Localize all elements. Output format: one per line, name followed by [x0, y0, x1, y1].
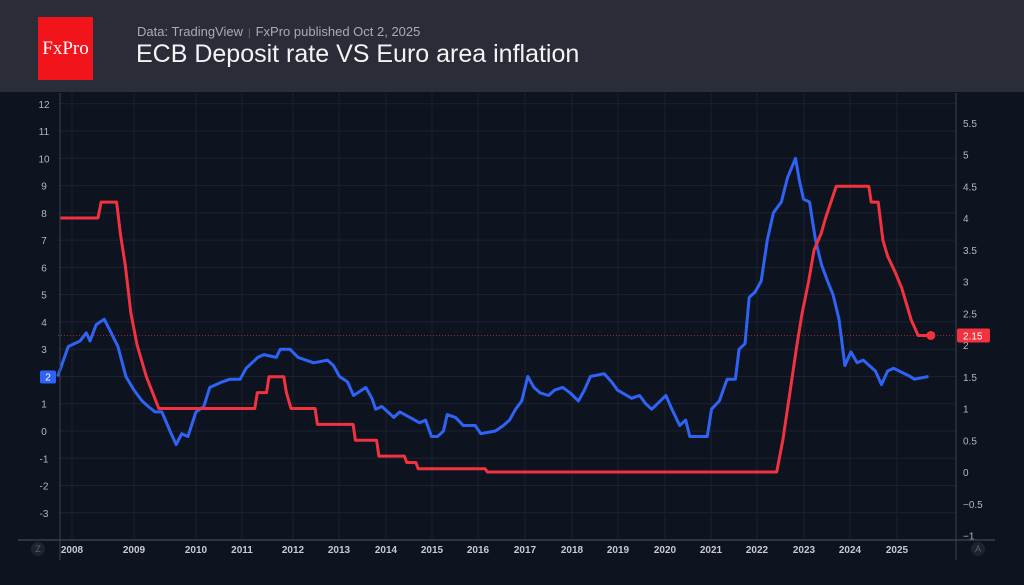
inflation-line [56, 156, 929, 447]
z-button[interactable] [31, 542, 45, 556]
data-source: Data: TradingView [137, 24, 243, 39]
right-axis-tick: 3 [963, 278, 969, 289]
left-axis-tick: -1 [40, 454, 49, 465]
x-axis-tick: 2016 [467, 545, 490, 556]
fxpro-logo: FxPro [38, 17, 93, 80]
x-axis-tick: 2018 [561, 545, 584, 556]
x-axis-tick: 2010 [185, 545, 208, 556]
right-axis-tick: 2 [963, 341, 969, 352]
last-value-label: 2.15 [963, 331, 983, 342]
right-axis-tick: 5 [963, 151, 969, 162]
left-axis-tick: 5 [41, 291, 47, 302]
x-axis-tick: 2019 [607, 545, 630, 556]
left-axis-tick: 11 [39, 127, 50, 138]
right-axis-tick: −1 [963, 532, 975, 543]
plot-area [58, 93, 955, 540]
left-axis-tick: 12 [38, 100, 50, 111]
right-axis-tick: 5.5 [963, 119, 977, 130]
right-axis-tick: 3.5 [963, 246, 977, 257]
x-axis-tick: 2009 [123, 545, 146, 556]
x-axis-tick: 2008 [61, 545, 84, 556]
x-axis-tick: 2022 [746, 545, 769, 556]
last-value-badge [40, 370, 56, 384]
right-axis-tick: 0 [963, 468, 969, 479]
last-value-label: 2 [45, 372, 51, 383]
x-axis-tick: 2015 [421, 545, 444, 556]
right-axis-tick: 4.5 [963, 182, 977, 193]
published-date: FxPro published Oct 2, 2025 [255, 24, 421, 39]
last-value-badge [957, 328, 990, 343]
left-axis-tick: 3 [41, 345, 47, 356]
right-axis-tick: 4 [963, 214, 969, 225]
auto-scale-button[interactable] [971, 542, 985, 556]
z-button-label[interactable]: Z [35, 544, 41, 554]
left-axis-tick: 6 [41, 263, 47, 274]
x-axis-tick: 2023 [793, 545, 816, 556]
left-axis-tick: -3 [40, 509, 49, 520]
left-axis-tick: -2 [40, 482, 49, 493]
subtitle: Data: TradingView | FxPro published Oct 2,… [137, 24, 420, 39]
left-axis-tick: 4 [41, 318, 47, 329]
right-axis-tick: 0.5 [963, 436, 977, 447]
auto-scale-button-label[interactable]: A [975, 544, 981, 554]
x-axis-tick: 2024 [839, 545, 862, 556]
x-axis-tick: 2025 [886, 545, 909, 556]
rate-line [59, 184, 931, 474]
left-axis-tick: 0 [41, 427, 47, 438]
x-axis-tick: 2013 [328, 545, 351, 556]
left-axis-tick: 9 [41, 182, 47, 193]
x-axis-tick: 2014 [375, 545, 398, 556]
x-axis-tick: 2011 [231, 545, 253, 556]
left-axis-tick: 7 [41, 236, 47, 247]
right-axis-tick: 1 [963, 405, 969, 416]
x-axis-tick: 2017 [514, 545, 537, 556]
right-axis-tick: −0.5 [963, 500, 983, 511]
separator: | [248, 28, 251, 39]
x-axis-tick: 2021 [700, 545, 723, 556]
left-axis-tick: 8 [41, 209, 47, 220]
left-axis-tick: 10 [38, 154, 50, 165]
chart-title: ECB Deposit rate VS Euro area inflation [136, 40, 580, 68]
x-axis-tick: 2020 [654, 545, 677, 556]
left-axis-tick: 1 [41, 400, 47, 411]
last-point-marker [926, 330, 936, 340]
right-axis-tick: 1.5 [963, 373, 977, 384]
header: FxPro Data: TradingView | FxPro published … [0, 0, 1024, 92]
x-axis-tick: 2012 [282, 545, 305, 556]
right-axis-tick: 2.5 [963, 309, 977, 320]
